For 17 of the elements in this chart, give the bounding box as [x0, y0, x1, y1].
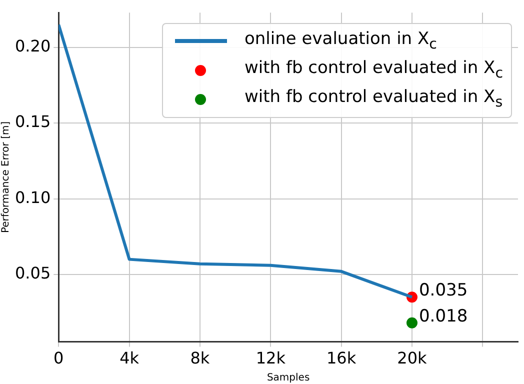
- x-tick-label: 12k: [256, 348, 286, 368]
- y-tick-label: 0.05: [15, 264, 51, 283]
- x-tick-label: 8k: [190, 348, 210, 368]
- x-tick-label: 16k: [326, 348, 357, 368]
- x-axis-title: Samples: [266, 372, 310, 384]
- y-tick-label: 0.10: [15, 188, 51, 207]
- y-axis-title: Performance Error [m]: [0, 121, 12, 234]
- x-tick-label: 4k: [120, 348, 140, 368]
- data-label: 0.035: [418, 280, 468, 301]
- x-tick-label: 20k: [397, 348, 428, 368]
- data-label: 0.018: [418, 306, 468, 326]
- legend-label: with fb control evaluated in X$_{s}$: [244, 87, 503, 111]
- y-tick-label: 0.15: [15, 112, 51, 132]
- y-tick-label: 0.20: [15, 36, 51, 56]
- legend-label: with fb control evaluated in X$_{c}$: [244, 58, 503, 82]
- legend-label: online evaluation in X$_{c}$: [244, 29, 437, 53]
- x-tick-label: 0: [54, 348, 64, 368]
